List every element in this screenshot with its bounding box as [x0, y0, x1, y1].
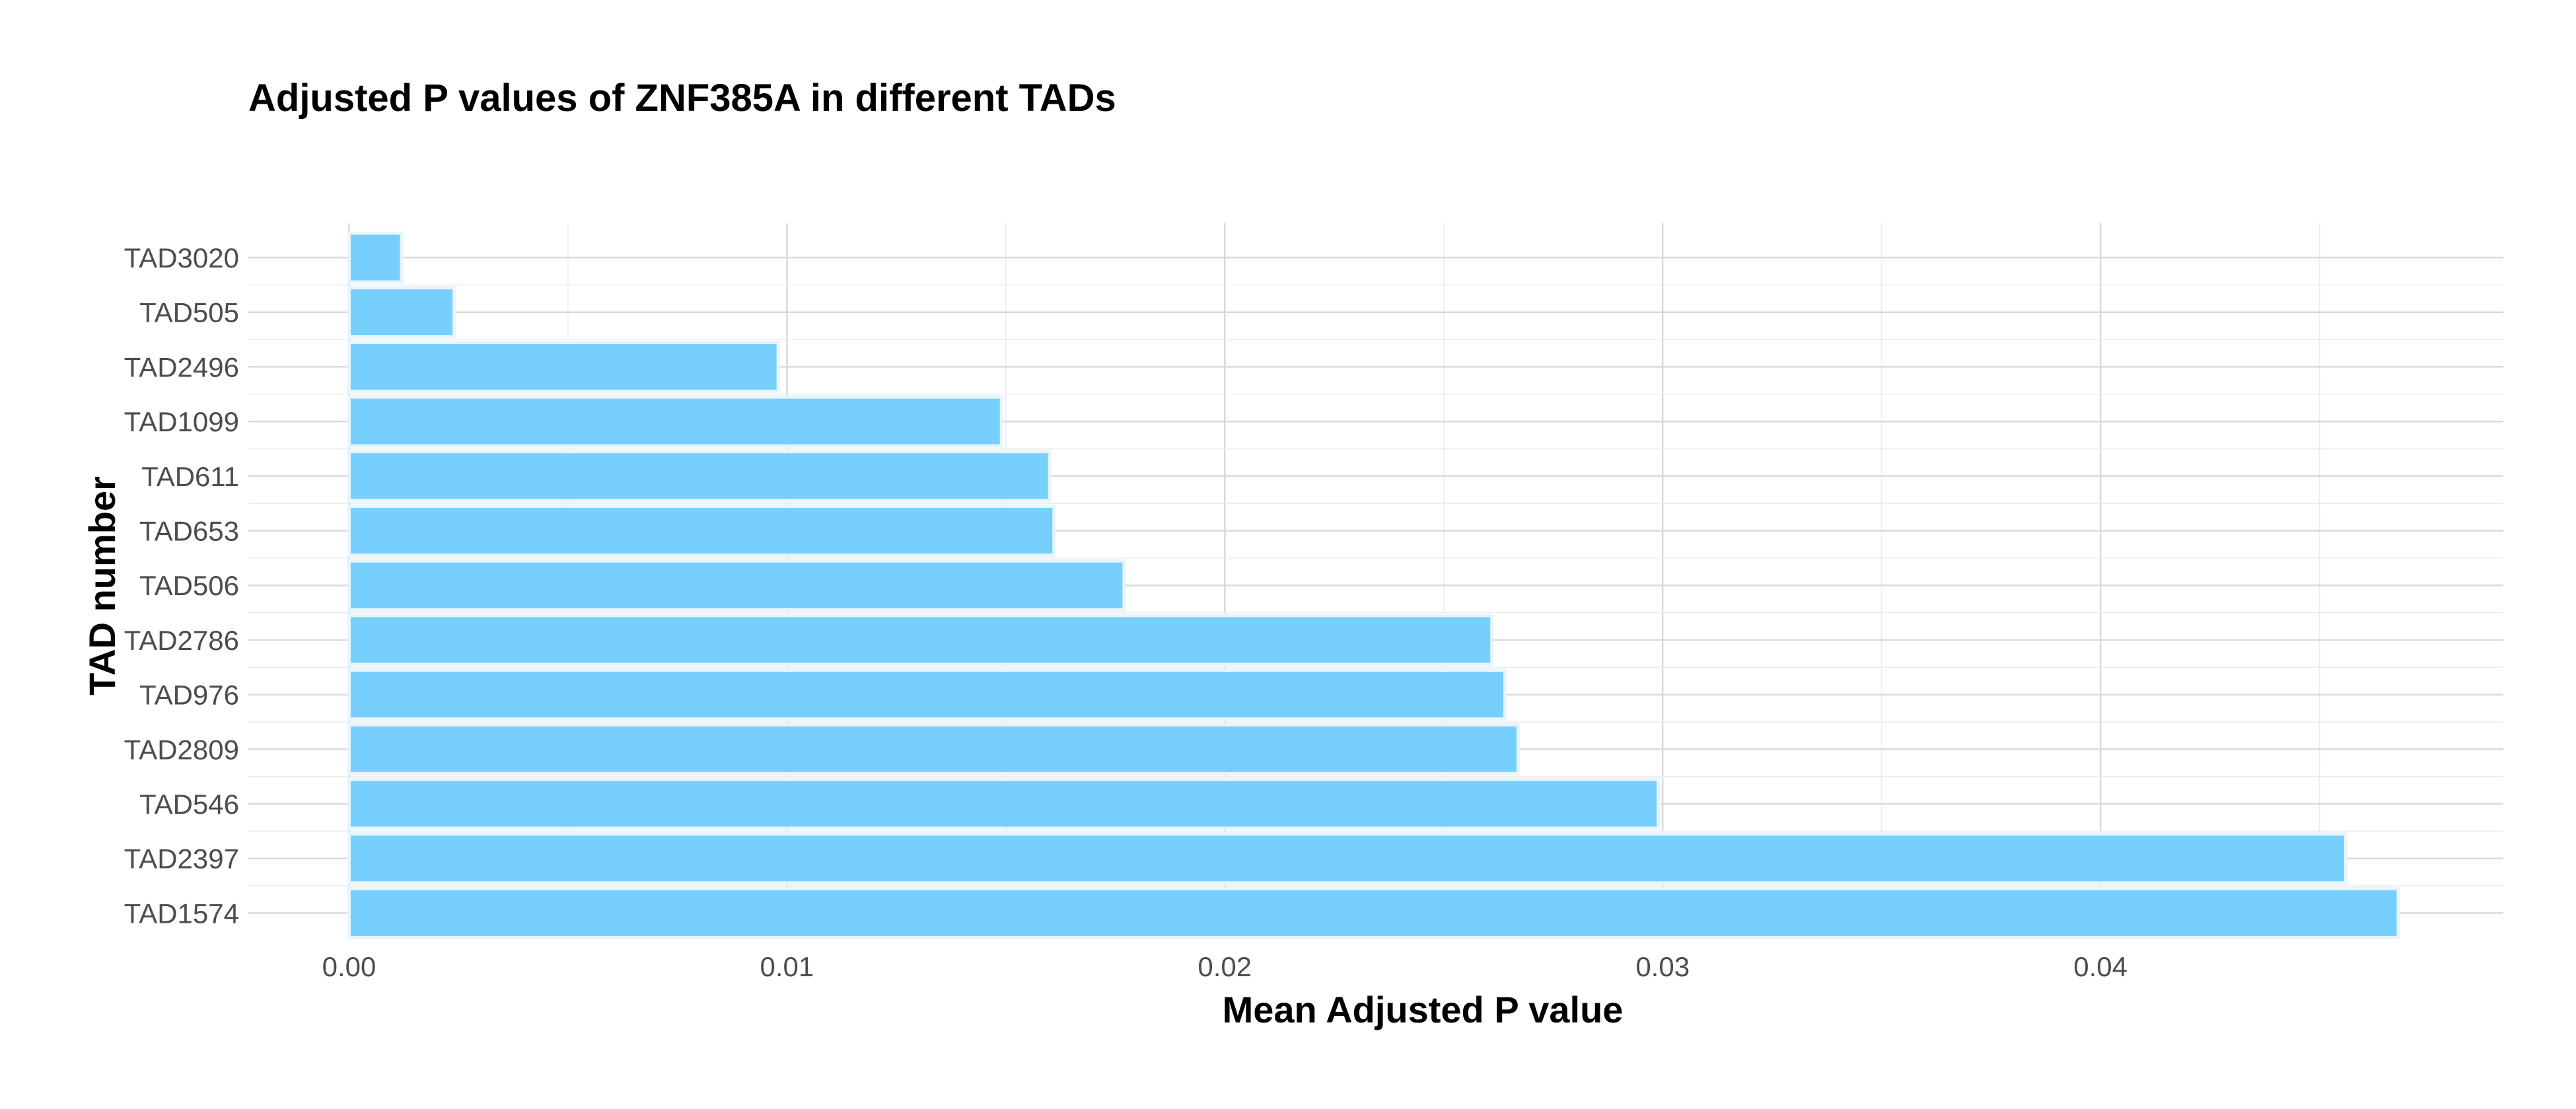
y-tick-labels: TAD3020 TAD505 TAD2496 TAD1099 TAD611 TAD653 T… — [124, 242, 239, 929]
x-tick-label: 0.03 — [1635, 951, 1690, 982]
bar-tad653 — [347, 505, 1056, 557]
y-tick-label: TAD546 — [139, 789, 239, 820]
y-tick-label: TAD2809 — [124, 734, 239, 765]
bar-tad2809 — [347, 723, 1520, 775]
bar-layer — [347, 231, 2400, 939]
y-tick-label: TAD653 — [139, 516, 239, 547]
bar-tad2496 — [347, 340, 780, 393]
x-tick-labels: 0.00 0.01 0.02 0.03 0.04 — [322, 951, 2128, 982]
y-tick-label: TAD2397 — [124, 843, 239, 875]
bar-tad976 — [347, 668, 1507, 721]
x-tick-label: 0.04 — [2073, 951, 2128, 982]
x-tick-label: 0.02 — [1198, 951, 1252, 982]
bar-tad2786 — [347, 614, 1494, 666]
y-tick-label: TAD2786 — [124, 625, 239, 656]
chart-title: Adjusted P values of ZNF385A in differen… — [248, 77, 1116, 120]
y-tick-label: TAD506 — [139, 570, 239, 601]
y-axis-title: TAD number — [81, 476, 123, 696]
bar-tad546 — [347, 777, 1661, 830]
bar-tad505 — [347, 286, 456, 339]
bar-tad611 — [347, 450, 1052, 503]
x-tick-label: 0.00 — [322, 951, 376, 982]
bar-tad506 — [347, 559, 1126, 612]
bar-tad1574 — [347, 886, 2400, 939]
bar-tad1099 — [347, 395, 1003, 448]
y-tick-label: TAD2496 — [124, 351, 239, 382]
y-tick-label: TAD3020 — [124, 242, 239, 273]
y-tick-label: TAD1574 — [124, 898, 239, 929]
bar-tad2397 — [347, 832, 2347, 885]
y-tick-label: TAD611 — [141, 461, 239, 492]
y-tick-label: TAD976 — [139, 680, 239, 711]
y-tick-label: TAD1099 — [124, 406, 239, 437]
x-tick-label: 0.01 — [760, 951, 814, 982]
x-axis-title: Mean Adjusted P value — [1223, 989, 1624, 1030]
bar-tad3020 — [347, 231, 404, 284]
y-tick-label: TAD505 — [139, 297, 239, 328]
